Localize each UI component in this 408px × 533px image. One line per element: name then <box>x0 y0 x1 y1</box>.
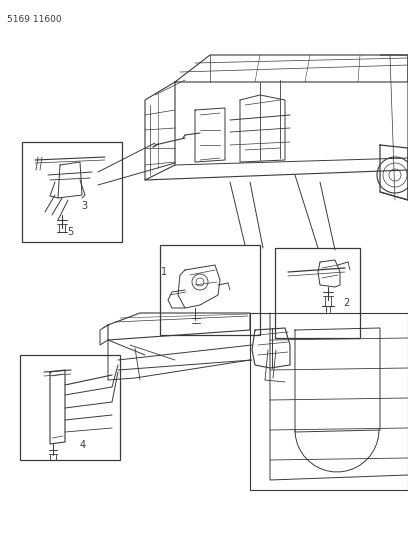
Bar <box>20 355 120 460</box>
Text: 5169 11600: 5169 11600 <box>7 15 62 24</box>
Text: 3: 3 <box>81 201 87 211</box>
Text: 1: 1 <box>161 267 167 277</box>
Text: 5: 5 <box>67 227 73 237</box>
Bar <box>275 248 360 338</box>
Text: 4: 4 <box>80 440 86 450</box>
Bar <box>22 142 122 242</box>
Bar <box>160 245 260 335</box>
Text: 2: 2 <box>343 298 349 308</box>
